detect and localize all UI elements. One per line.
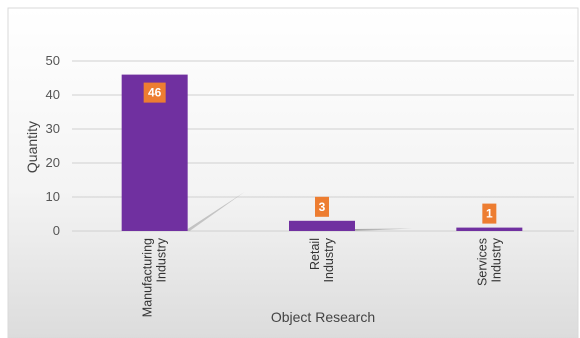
data-label: 46 — [148, 86, 162, 100]
x-category-label-line: Retail — [308, 238, 322, 270]
x-category-label: ManufacturingIndustry — [141, 237, 169, 317]
bar-shadows — [187, 191, 412, 231]
chart-background — [7, 7, 579, 338]
y-axis-title: Quantity — [24, 121, 40, 173]
y-tick-label: 20 — [46, 155, 60, 170]
x-category-label-line: Industry — [489, 237, 503, 282]
y-tick-label: 40 — [46, 87, 60, 102]
bar-shadow — [355, 228, 412, 231]
y-tick-label: 0 — [53, 223, 60, 238]
x-axis-title: Object Research — [271, 309, 375, 325]
data-label-box — [143, 82, 166, 103]
x-category-label: RetailIndustry — [308, 237, 336, 282]
data-label: 1 — [486, 207, 493, 221]
data-labels: 46 3 1 — [143, 82, 497, 224]
data-label-box — [315, 196, 329, 217]
data-label: 3 — [319, 200, 326, 214]
x-category-label-line: Industry — [155, 237, 169, 282]
x-category-label-line: Industry — [322, 237, 336, 282]
data-label-box — [482, 203, 497, 224]
x-category-labels: ManufacturingIndustry RetailIndustry Servi… — [141, 237, 504, 317]
y-tick-labels: 0 10 20 30 40 50 — [46, 53, 60, 238]
y-tick-label: 30 — [46, 121, 60, 136]
bar — [456, 227, 523, 231]
bar — [289, 220, 355, 231]
x-category-label-line: Manufacturing — [141, 238, 155, 317]
x-category-label-line: Services — [475, 238, 489, 286]
y-tick-label: 10 — [46, 189, 60, 204]
x-category-label: ServicesIndustry — [475, 237, 503, 286]
bar-shadow — [187, 191, 245, 231]
y-tick-label: 50 — [46, 53, 60, 68]
